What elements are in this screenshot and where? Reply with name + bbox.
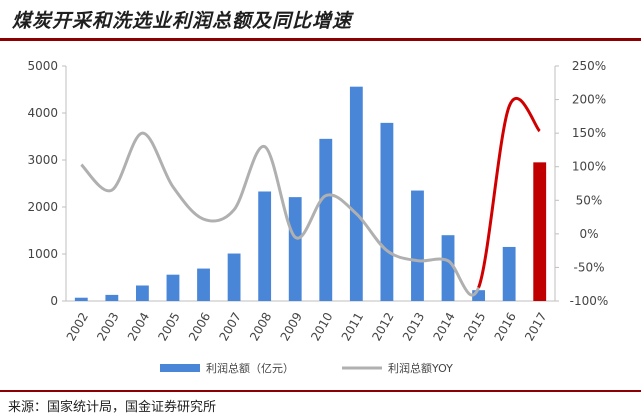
- chart-title: 煤炭开采和洗选业利润总额及同比增速: [12, 10, 353, 32]
- footer-divider: [0, 390, 641, 392]
- bar: [288, 197, 302, 301]
- x-tick-label: 2004: [125, 310, 152, 343]
- right-tick-label: 200%: [572, 93, 606, 107]
- bar: [197, 268, 210, 301]
- left-tick-label: 5000: [27, 59, 58, 73]
- left-tick-label: 4000: [27, 106, 58, 120]
- bar: [472, 290, 486, 301]
- legend: 利润总额（亿元） 利润总额YOY: [160, 361, 453, 375]
- right-tick-label: 50%: [576, 193, 603, 207]
- bar: [258, 191, 272, 301]
- bar: [105, 294, 119, 301]
- bar: [74, 297, 88, 301]
- right-tick-label: 100%: [572, 160, 606, 174]
- bars-layer: [74, 86, 547, 302]
- x-tick-label: 2003: [94, 310, 121, 343]
- right-tick-label: 150%: [572, 126, 606, 140]
- bar: [135, 285, 149, 301]
- yoy-line-series: [80, 131, 480, 297]
- left-tick-label: 0: [50, 294, 58, 308]
- right-tick-label: -100%: [570, 294, 609, 308]
- bar: [227, 253, 241, 301]
- bar: [441, 235, 455, 301]
- source-note: 来源：国家统计局，国金证券研究所: [8, 400, 217, 415]
- x-tick-label: 2015: [461, 310, 488, 343]
- legend-label-bar: 利润总额（亿元）: [206, 361, 294, 375]
- x-tick-label: 2014: [430, 310, 457, 343]
- x-tick-label: 2016: [492, 310, 519, 343]
- x-tick-label: 2002: [64, 310, 91, 343]
- legend-label-line: 利润总额YOY: [388, 361, 453, 375]
- title-divider: [0, 38, 641, 41]
- bar: [502, 246, 516, 301]
- chart-canvas: 0 1000 2000 3000 4000 5000 -100% -50% 0% 50% 100% 1…: [27, 59, 609, 375]
- x-tick-label: 2007: [216, 310, 243, 343]
- bar: [380, 122, 394, 302]
- x-tick-label: 2005: [155, 310, 182, 343]
- right-tick-label: -50%: [573, 260, 604, 274]
- bar: [166, 274, 180, 301]
- x-tick-label: 2012: [369, 310, 396, 343]
- bar: [319, 138, 333, 301]
- x-tick-label: 2008: [247, 310, 274, 343]
- x-tick-label: 2017: [522, 310, 549, 343]
- x-tick-label: 2010: [308, 310, 335, 343]
- bar: [349, 86, 363, 302]
- bar: [411, 190, 424, 301]
- right-tick-label: 250%: [572, 59, 606, 73]
- x-tick-label: 2006: [186, 310, 213, 343]
- left-tick-label: 1000: [27, 247, 58, 261]
- lines-layer: [80, 96, 541, 297]
- x-tick-label: 2011: [339, 310, 366, 343]
- x-tick-label: 2013: [400, 310, 427, 343]
- x-tick-label: 2009: [278, 310, 305, 343]
- left-tick-label: 3000: [27, 153, 58, 167]
- bar: [533, 162, 547, 301]
- left-tick-label: 2000: [27, 200, 58, 214]
- yoy-line-highlight: [477, 96, 541, 289]
- legend-swatch-bar: [160, 364, 200, 372]
- right-tick-label: 0%: [579, 227, 598, 241]
